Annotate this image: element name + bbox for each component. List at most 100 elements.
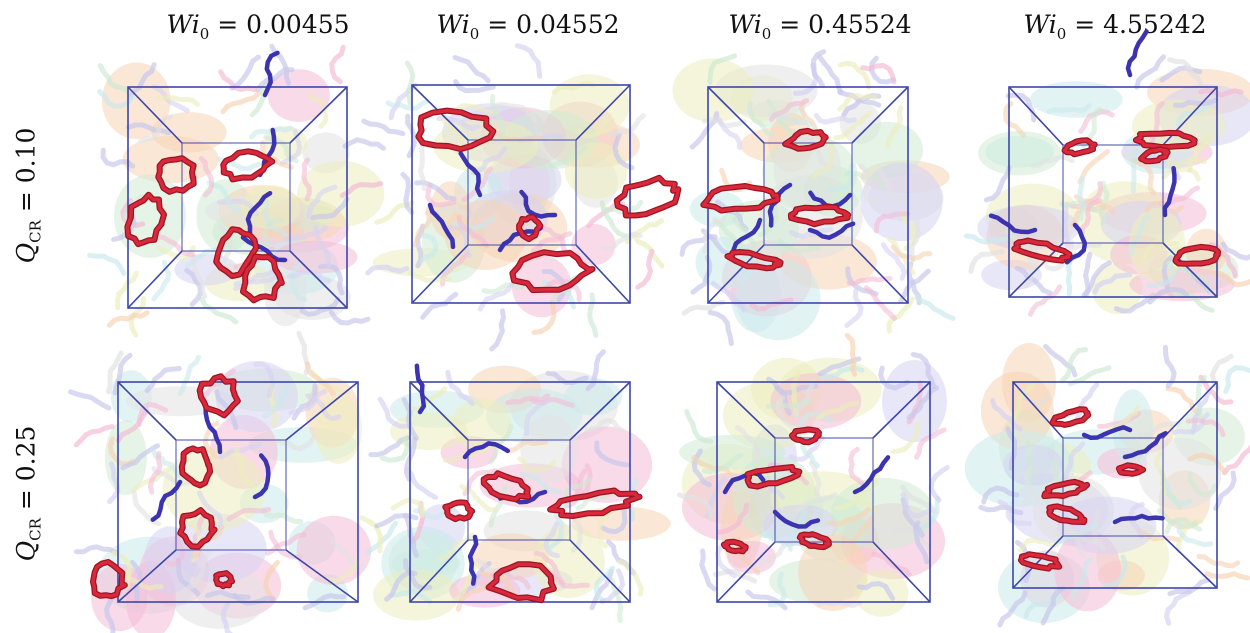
- melt-chain: [249, 125, 294, 140]
- melt-chain: [262, 217, 286, 253]
- melt-chain: [689, 111, 720, 150]
- column-header-3: Wi0 = 0.45524: [728, 10, 912, 43]
- melt-chain: [794, 378, 816, 421]
- melt-chain: [593, 565, 616, 603]
- box-outer-face: [1008, 86, 1218, 298]
- melt-chain: [1187, 471, 1218, 498]
- linear-chain: [1122, 431, 1168, 460]
- melt-chain: [745, 589, 788, 611]
- melt-chain: [717, 502, 750, 535]
- box-edge: [409, 539, 469, 603]
- melt-domain: [860, 162, 943, 242]
- melt-chain: [409, 500, 426, 545]
- ring-chain: [241, 254, 284, 303]
- melt-domain: [1110, 234, 1168, 275]
- polymer-melt: [87, 43, 386, 338]
- melt-chain: [858, 163, 874, 205]
- melt-chain: [504, 439, 549, 453]
- ring-chain: [443, 500, 474, 521]
- melt-chain: [878, 365, 911, 391]
- melt-chain: [1164, 517, 1203, 535]
- melt-chain: [869, 55, 897, 85]
- melt-domain: [151, 112, 227, 153]
- melt-chain: [631, 233, 665, 269]
- melt-chain: [342, 137, 386, 151]
- melt-chain: [529, 397, 575, 408]
- melt-chain: [910, 352, 937, 389]
- melt-chain: [129, 559, 143, 604]
- box-wireframe: [716, 381, 931, 603]
- melt-chain: [928, 465, 950, 503]
- melt-chain: [1167, 577, 1211, 597]
- melt-domain: [1009, 477, 1109, 544]
- box-edge: [716, 541, 776, 603]
- melt-chain: [1030, 154, 1075, 169]
- melt-chain: [199, 297, 239, 325]
- melt-chain: [915, 495, 940, 535]
- panel-r2-c1: [68, 330, 399, 633]
- melt-chain: [1176, 523, 1214, 548]
- ring-chain: [221, 149, 275, 182]
- melt-domain: [730, 258, 781, 333]
- melt-chain: [701, 452, 744, 475]
- melt-chain: [1062, 201, 1071, 249]
- box-edge: [285, 549, 359, 603]
- ring-chain: [214, 571, 234, 588]
- melt-chain: [819, 365, 865, 380]
- melt-chain: [290, 262, 308, 302]
- ring-chain: [1047, 504, 1087, 524]
- melt-chain: [983, 165, 1012, 203]
- melt-chain: [401, 397, 419, 441]
- melt-domain: [860, 160, 950, 194]
- melt-chain: [379, 436, 410, 463]
- melt-chain: [1160, 475, 1193, 507]
- ring-chain: [1012, 238, 1072, 263]
- melt-chain: [887, 236, 916, 276]
- melt-chain: [177, 354, 201, 397]
- melt-chain: [496, 102, 538, 123]
- melt-chain: [1060, 347, 1089, 383]
- melt-chain: [111, 550, 133, 590]
- melt-domain: [253, 240, 339, 295]
- ring-chain: [125, 192, 166, 246]
- melt-domain: [1096, 520, 1169, 596]
- melt-chain: [318, 263, 345, 296]
- melt-chain: [425, 182, 457, 208]
- melt-chain: [302, 593, 347, 611]
- melt-chain: [536, 222, 569, 255]
- melt-chain: [1210, 271, 1250, 288]
- melt-chain: [1221, 444, 1250, 476]
- box-edge: [411, 244, 469, 304]
- box-outer-face: [1012, 381, 1218, 589]
- melt-domain: [314, 394, 363, 464]
- melt-chain: [419, 232, 439, 264]
- melt-domain: [218, 185, 305, 239]
- row-header-1: QCR = 0.10: [11, 127, 45, 263]
- melt-chain: [131, 466, 173, 493]
- melt-chain: [279, 128, 303, 166]
- melt-domain: [981, 259, 1042, 291]
- melt-domain: [289, 198, 333, 231]
- melt-chain: [684, 408, 714, 444]
- melt-chain: [768, 98, 810, 123]
- box-edge: [569, 381, 631, 441]
- melt-chain: [548, 570, 590, 589]
- melt-chain: [439, 115, 466, 154]
- melt-domain: [209, 415, 278, 489]
- melt-chain: [860, 62, 897, 85]
- box-inner-face: [1062, 144, 1164, 244]
- melt-chain: [1079, 198, 1103, 237]
- melt-chain: [635, 248, 655, 290]
- melt-chain: [452, 55, 491, 84]
- ring-chain: [1117, 463, 1145, 476]
- melt-chain: [218, 441, 263, 460]
- melt-chain: [715, 199, 749, 232]
- melt-chain: [885, 105, 904, 149]
- melt-chain: [1208, 241, 1239, 279]
- melt-chain: [1078, 108, 1115, 134]
- box-edge: [575, 244, 631, 304]
- melt-chain: [1185, 417, 1226, 438]
- melt-chain: [766, 98, 796, 137]
- melt-chain: [1156, 508, 1198, 529]
- wi-symbol: Wi: [166, 10, 200, 39]
